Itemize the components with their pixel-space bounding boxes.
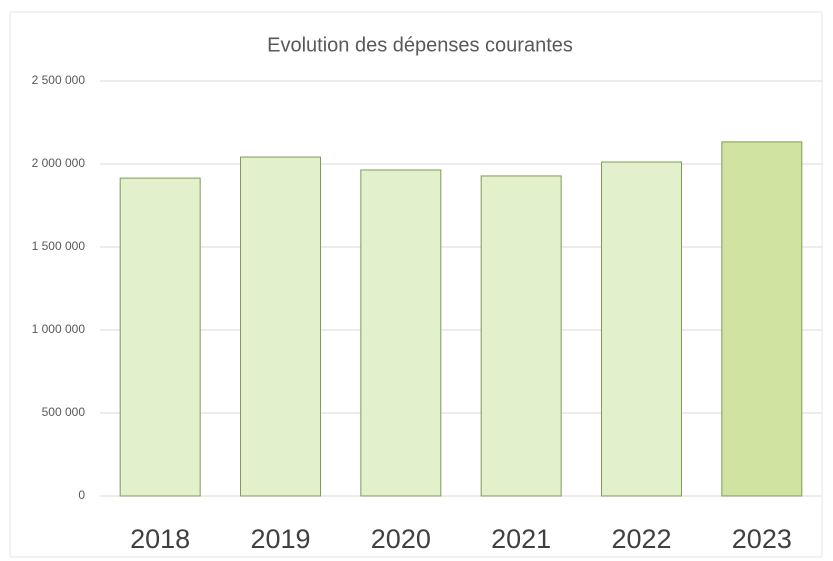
- bar: [240, 156, 321, 497]
- bar: [480, 175, 562, 497]
- y-tick-label: 1 000 000: [32, 322, 86, 336]
- y-tick-label: 2 500 000: [32, 73, 86, 87]
- y-tick-label: 1 500 000: [32, 239, 86, 253]
- chart-frame: [9, 11, 823, 558]
- x-tick-label: 2020: [371, 524, 431, 554]
- y-tick-label: 0: [78, 488, 85, 502]
- bar: [721, 141, 803, 497]
- x-tick-label: 2023: [732, 524, 792, 554]
- bar: [601, 161, 682, 497]
- x-tick-label: 2022: [611, 524, 671, 554]
- bar: [119, 177, 201, 497]
- x-tick-label: 2021: [491, 524, 551, 554]
- x-tick-label: 2018: [130, 524, 190, 554]
- bar: [360, 169, 442, 497]
- x-tick-label: 2019: [250, 524, 310, 554]
- chart-title: Evolution des dépenses courantes: [267, 34, 573, 56]
- y-tick-label: 2 000 000: [32, 156, 86, 170]
- y-tick-label: 500 000: [42, 405, 86, 419]
